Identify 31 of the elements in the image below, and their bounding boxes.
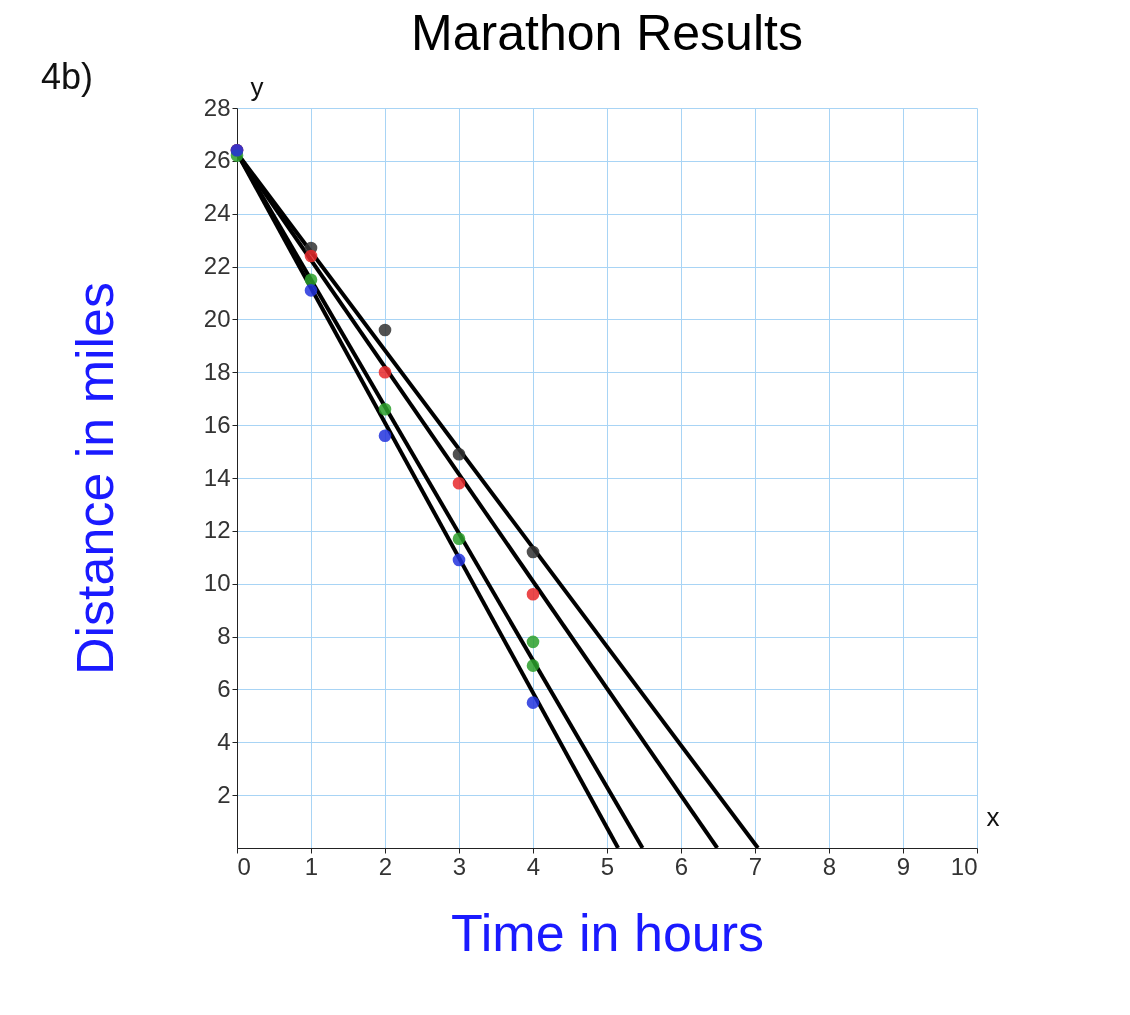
y-tick-label: 16 bbox=[203, 410, 231, 438]
y-tick-label: 10 bbox=[203, 569, 231, 597]
y-tick-label: 28 bbox=[203, 93, 231, 121]
text: x bbox=[986, 802, 1000, 832]
x-tick-label: 0 bbox=[237, 852, 251, 880]
x-tick-label: 5 bbox=[600, 852, 615, 880]
x-tick-label: 10 bbox=[950, 852, 978, 880]
x-tick-label: 1 bbox=[304, 852, 319, 880]
x-tick-label: 2 bbox=[378, 852, 393, 880]
y-tick-label: 24 bbox=[203, 199, 231, 227]
y-tick-label: 14 bbox=[203, 463, 231, 491]
x-tick-label: 4 bbox=[526, 852, 541, 880]
text: y bbox=[250, 72, 264, 102]
y-axis-title: Distance in miles bbox=[65, 281, 124, 676]
y-tick-label: 2 bbox=[217, 780, 231, 808]
y-tick-label: 22 bbox=[203, 252, 231, 280]
x-tick-label: 7 bbox=[748, 852, 763, 880]
y-tick-label: 12 bbox=[203, 516, 231, 544]
y-tick-label: 26 bbox=[203, 146, 231, 174]
x-tick-label: 9 bbox=[896, 852, 911, 880]
x-tick-label: 8 bbox=[822, 852, 837, 880]
x-tick-label: 3 bbox=[452, 852, 467, 880]
x-tick-label: 6 bbox=[674, 852, 689, 880]
y-tick-label: 20 bbox=[203, 304, 231, 332]
y-tick-label: 6 bbox=[217, 674, 231, 702]
x-axis-title: Time in hours bbox=[450, 903, 765, 962]
y-tick-label: 18 bbox=[203, 357, 231, 385]
text: 4b) bbox=[40, 56, 94, 97]
chart-title: Marathon Results bbox=[411, 5, 803, 61]
y-tick-label: 8 bbox=[217, 622, 231, 650]
y-tick-label: 4 bbox=[217, 727, 231, 755]
